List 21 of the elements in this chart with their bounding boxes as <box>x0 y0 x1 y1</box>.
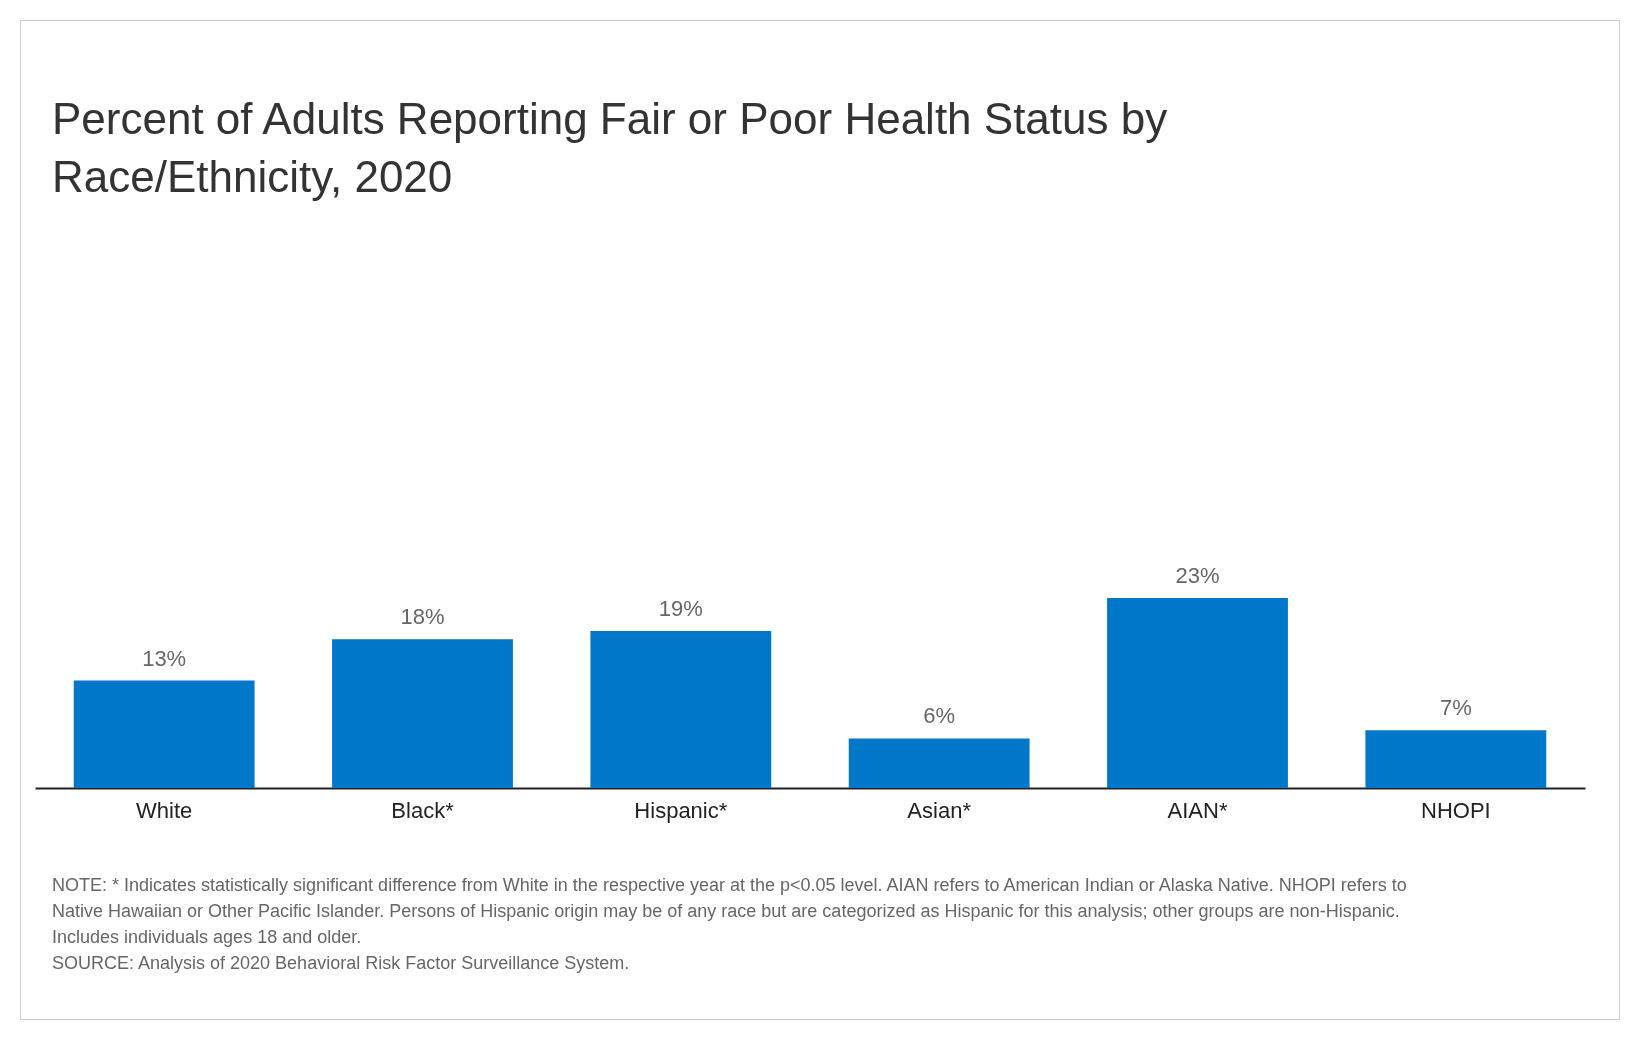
data-label: 13% <box>142 645 187 671</box>
source-note: SOURCE: Analysis of 2020 Behavioral Risk Factor Surveillance System. <box>52 952 631 975</box>
data-label: 6% <box>923 703 956 729</box>
text: NOTE: * Indicates statistically significant difference from White in the respective year at the p<0.05 level. AIAN refers to American Indian or Alaska Native. NHOPI refers to Native Hawaiian or Other Pacific Islander. Persons of Hispanic origin may be of any race but are categorized as Hispanic for this analysis; other groups are non-Hispanic. Includes individuals ages 18 and older. <box>52 874 1408 949</box>
x-tick-label: Black* <box>391 797 455 823</box>
bar <box>73 680 255 788</box>
data-label: 23% <box>1175 563 1220 588</box>
data-label: 7% <box>1439 695 1472 721</box>
bar <box>1365 730 1547 788</box>
data-label: 19% <box>658 596 703 622</box>
x-tick-label: NHOPI <box>1420 797 1491 823</box>
x-tick-label: AIAN* <box>1167 797 1228 823</box>
bar <box>848 738 1030 788</box>
bar <box>1107 598 1288 788</box>
x-tick-label: Hispanic* <box>634 797 728 823</box>
data-label: 18% <box>400 604 445 630</box>
x-tick-label: White <box>136 797 193 823</box>
bar <box>332 639 513 788</box>
x-tick-label: Asian* <box>907 797 972 823</box>
chart-title: Percent of Adults Reporting Fair or Poor Health Status by Race/Ethnicity, 2020 <box>52 93 1169 203</box>
bar <box>590 631 772 788</box>
